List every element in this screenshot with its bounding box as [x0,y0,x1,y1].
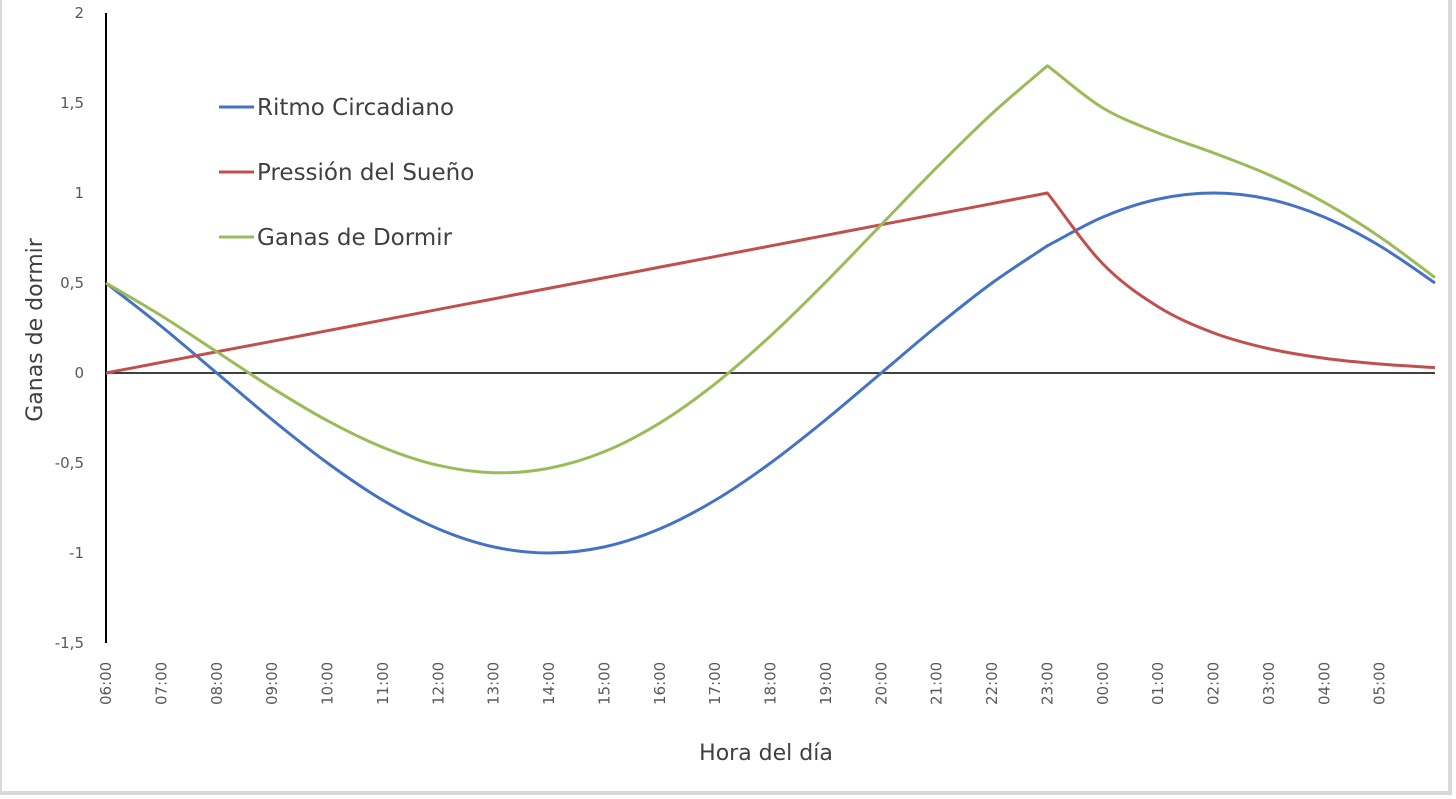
x-tick-label: 01:00 [1149,662,1167,705]
series-line-sleep-pressure [105,191,1436,375]
x-tick-label: 19:00 [817,662,835,705]
x-tick-label: 12:00 [429,662,447,705]
series-lines [105,64,1436,555]
y-axis-title: Ganas de dormir [23,237,48,422]
x-tick-label: 03:00 [1260,662,1278,705]
legend: Ritmo Circadiano Pressión del Sueño Ganas … [219,95,474,251]
y-axis-tick-labels: 2 1,5 1 0,5 0 -0,5 -1 -1,5 [55,4,84,652]
y-tick-label: -1,5 [55,634,84,652]
y-tick-label: 2 [74,4,84,22]
x-axis-title: Hora del día [699,741,833,766]
x-tick-label: 02:00 [1205,662,1223,705]
x-tick-label: 17:00 [706,662,724,705]
series-line-circadian [105,191,1436,555]
y-tick-label: -1 [69,544,84,562]
x-tick-label: 21:00 [928,662,946,705]
y-tick-label: 1 [74,184,84,202]
x-tick-label: 05:00 [1371,662,1389,705]
x-tick-label: 13:00 [485,662,503,705]
x-tick-label: 08:00 [208,662,226,705]
series-line-sleep-drive [105,64,1436,475]
x-tick-label: 00:00 [1094,662,1112,705]
x-tick-label: 22:00 [983,662,1001,705]
x-tick-label: 20:00 [872,662,890,705]
y-tick-label: 0 [74,364,84,382]
x-tick-label: 07:00 [152,662,170,705]
x-tick-label: 09:00 [263,662,281,705]
x-tick-label: 16:00 [651,662,669,705]
x-tick-label: 11:00 [374,662,392,705]
x-axis-tick-labels: 06:00 07:00 08:00 09:00 10:00 11:00 12:00 13:00… [97,662,1389,705]
legend-label: Pressión del Sueño [257,160,474,186]
x-tick-label: 14:00 [540,662,558,705]
y-tick-label: 0,5 [60,274,84,292]
x-tick-label: 06:00 [97,662,115,705]
legend-label: Ritmo Circadiano [257,95,454,121]
x-tick-label: 18:00 [762,662,780,705]
x-tick-label: 04:00 [1315,662,1333,705]
legend-label: Ganas de Dormir [257,225,453,251]
x-tick-label: 15:00 [595,662,613,705]
y-tick-label: -0,5 [55,454,84,472]
y-tick-label: 1,5 [60,94,84,112]
x-tick-label: 23:00 [1038,662,1056,705]
x-tick-label: 10:00 [319,662,337,705]
